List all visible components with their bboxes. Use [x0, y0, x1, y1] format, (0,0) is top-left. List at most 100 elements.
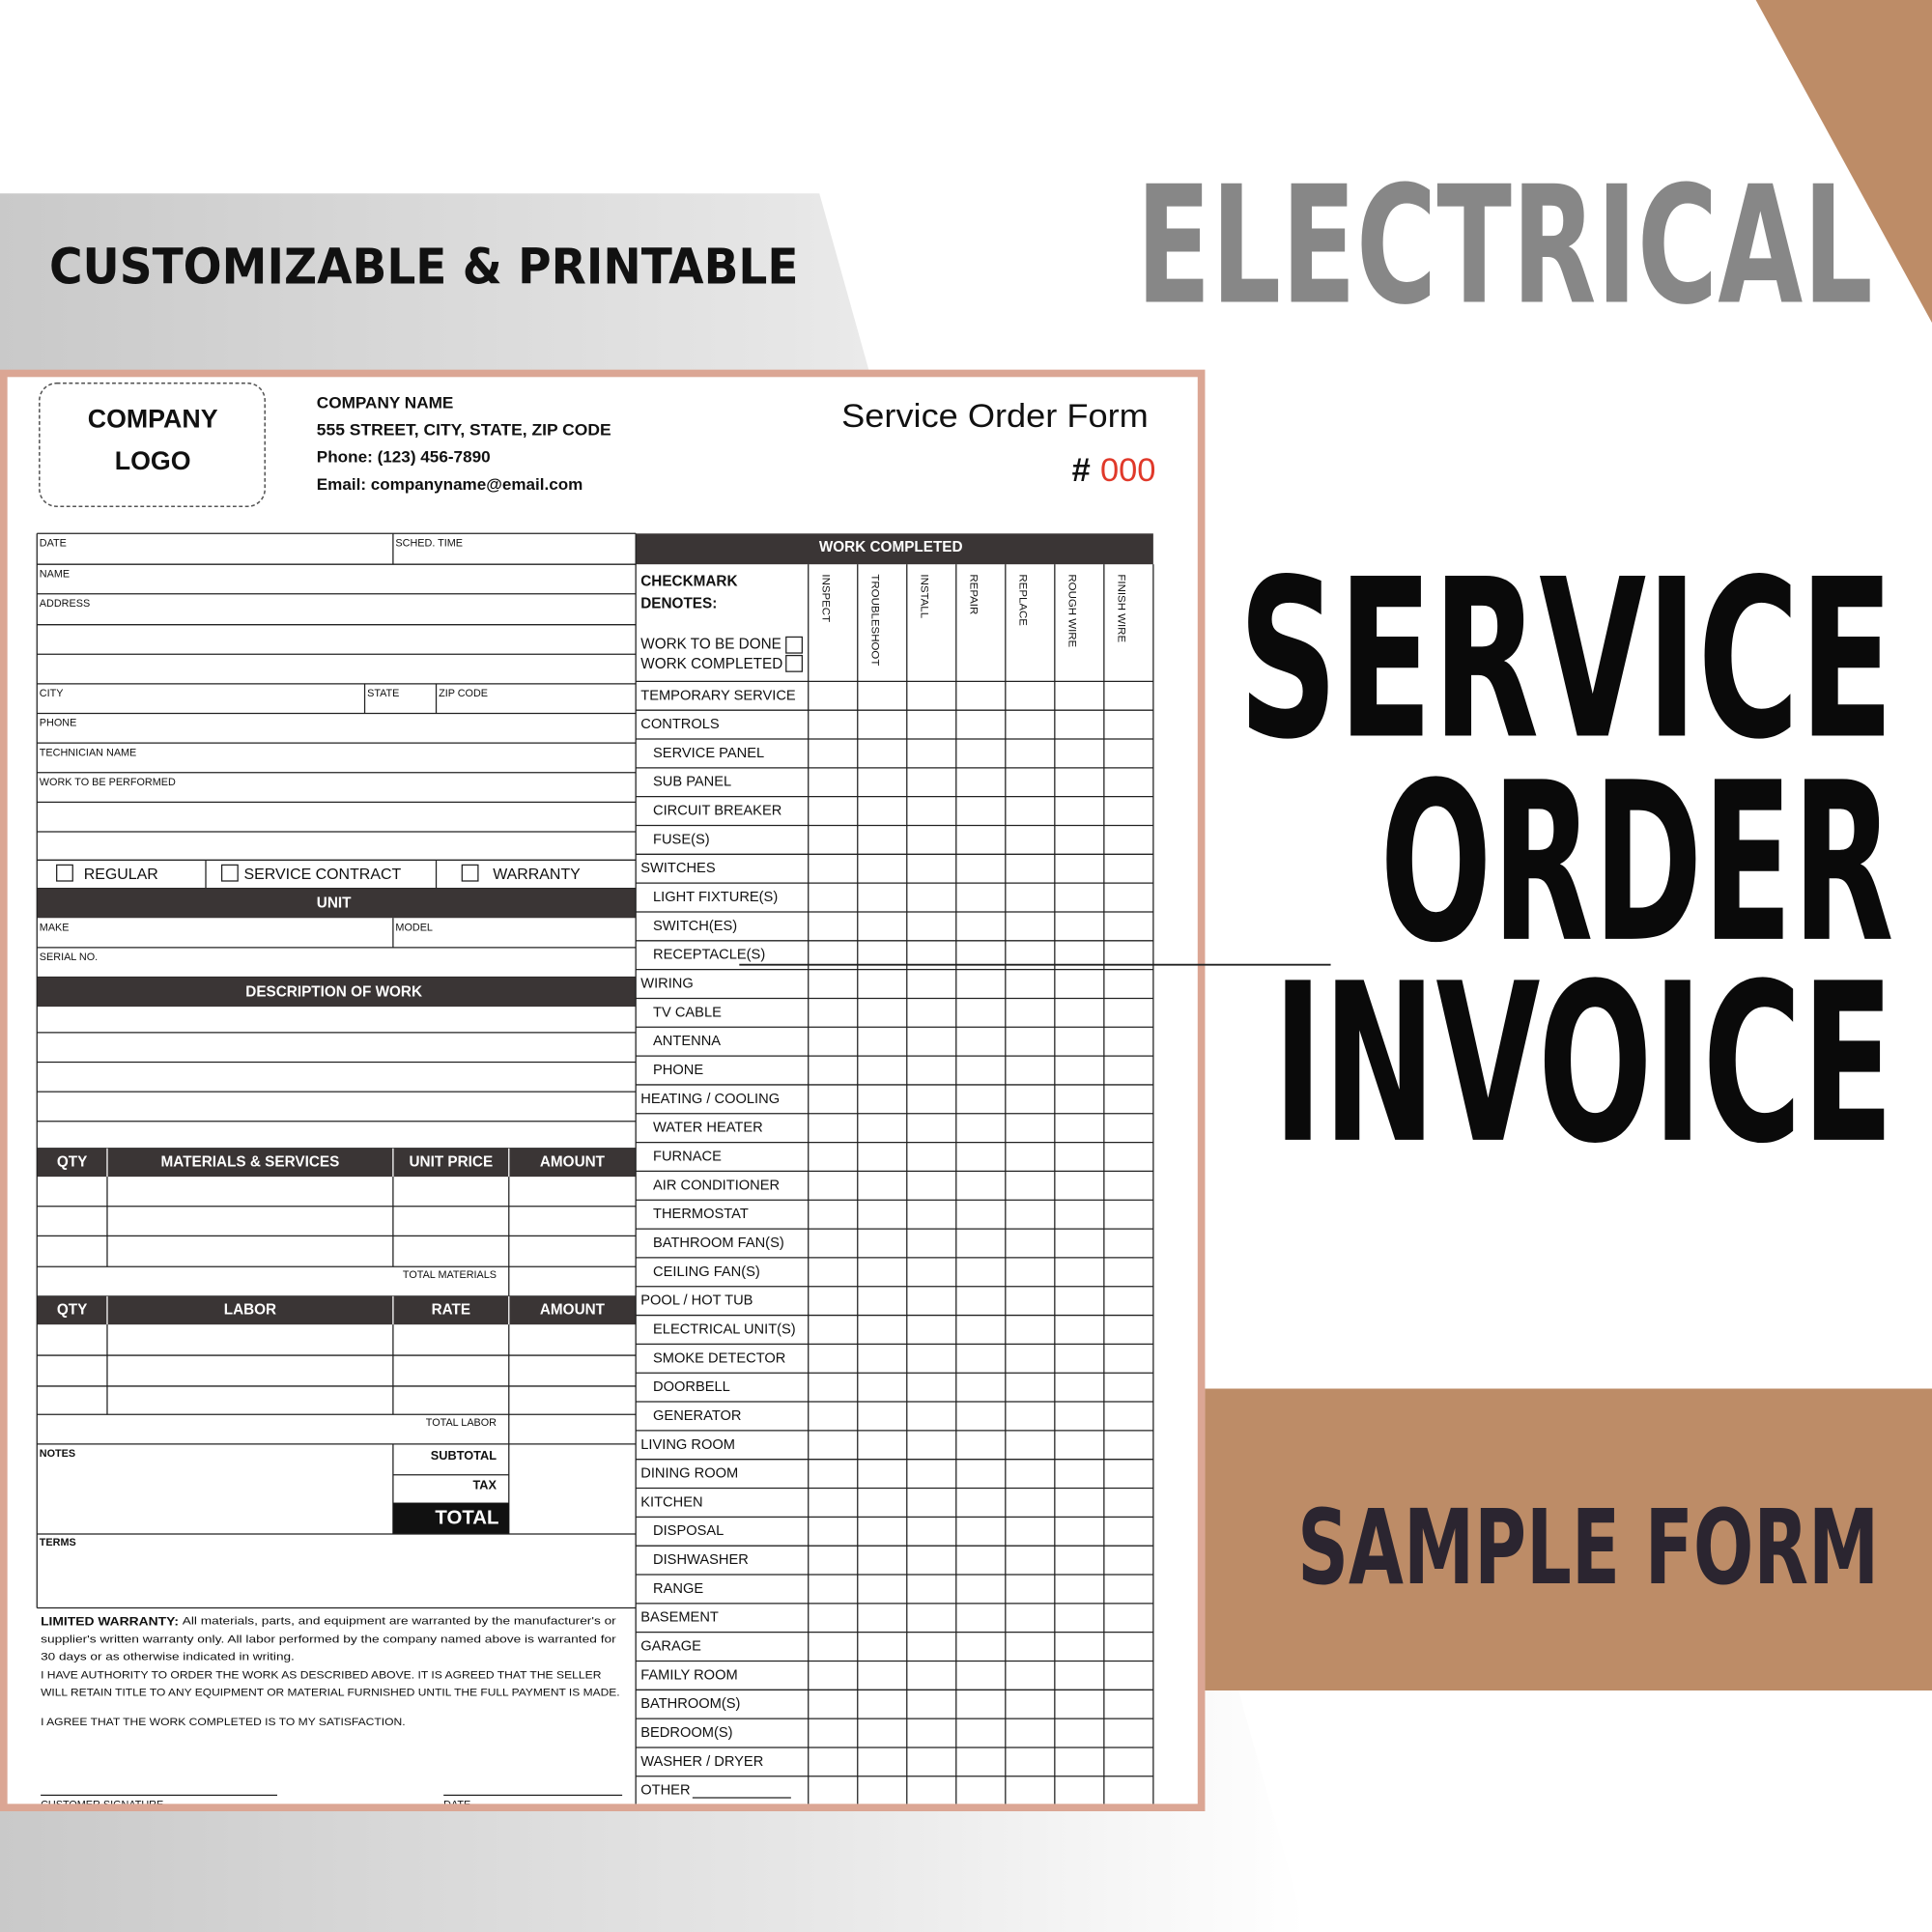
label: MATERIALS & SERVICES [161, 1153, 340, 1170]
label: WARRANTY [493, 867, 581, 883]
column-label: INSPECT [820, 574, 832, 622]
checklist-item: DISPOSAL [653, 1523, 724, 1539]
headline: ORDER [1380, 735, 1894, 991]
label: PHONE [40, 718, 77, 729]
label: TOTAL MATERIALS [403, 1269, 497, 1281]
checklist-item: BASEMENT [640, 1610, 719, 1626]
checklist-item: FUSE(S) [653, 832, 710, 847]
section-header [37, 1148, 637, 1178]
label: supplier's written warranty only. All la… [41, 1634, 616, 1646]
badge-box [1205, 1388, 1932, 1690]
label: COMPANY NAME [317, 394, 454, 412]
checklist-item: TEMPORARY SERVICE [640, 688, 796, 703]
label: AMOUNT [540, 1153, 606, 1170]
form: COMPANY LOGO COMPANY NAME 555 STREET, CITY,… [36, 382, 1155, 1811]
checklist-item: SMOKE DETECTOR [653, 1350, 785, 1366]
label: ADDRESS [40, 598, 90, 610]
label: SERIAL NO. [40, 952, 98, 963]
checklist-item: GARAGE [640, 1639, 701, 1655]
checklist-item: WATER HEATER [653, 1121, 763, 1136]
checklist-item: BATHROOM(S) [640, 1696, 740, 1712]
label: Email: companyname@email.com [317, 475, 583, 494]
label: REGULAR [84, 867, 158, 883]
label: RATE [432, 1301, 471, 1318]
label: NAME [40, 568, 70, 580]
logo-text: LOGO [115, 446, 191, 475]
label: DENOTES: [640, 596, 717, 612]
label: Phone: (123) 456-7890 [317, 448, 491, 467]
label: AMOUNT [540, 1301, 606, 1318]
checklist-item: DISHWASHER [653, 1552, 749, 1568]
column-label: TROUBLESHOOT [869, 574, 881, 666]
label: ZIP CODE [439, 688, 488, 699]
label: SERVICE CONTRACT [244, 867, 402, 883]
checklist-item: HEATING / COOLING [640, 1092, 780, 1107]
label: 30 days or as otherwise indicated in wri… [41, 1652, 295, 1663]
label: LABOR [224, 1301, 276, 1318]
label: WORK COMPLETED [640, 656, 782, 672]
label: SUBTOTAL [431, 1448, 497, 1463]
label: TERMS [40, 1537, 76, 1548]
label: DATE [443, 1800, 470, 1811]
checklist-item: RANGE [653, 1581, 703, 1597]
checklist-item: RECEPTACLE(S) [653, 948, 765, 963]
checklist-item: SUB PANEL [653, 775, 731, 790]
section-header [37, 977, 637, 1008]
label: TECHNICIAN NAME [40, 747, 136, 758]
checklist-item: AIR CONDITIONER [653, 1178, 780, 1193]
badge-text: SAMPLE FORM [1297, 1489, 1879, 1608]
checklist-item: BEDROOM(S) [640, 1725, 732, 1741]
checkbox [461, 864, 479, 882]
label: I AGREE THAT THE WORK COMPLETED IS TO MY… [41, 1717, 406, 1728]
corner-accent [1755, 0, 1932, 324]
checklist-item: KITCHEN [640, 1494, 702, 1510]
label: WORK TO BE PERFORMED [40, 777, 176, 788]
checklist-item: WIRING [640, 977, 694, 992]
section-header [37, 888, 637, 919]
label: 555 STREET, CITY, STATE, ZIP CODE [317, 421, 611, 440]
label: WILL RETAIN TITLE TO ANY EQUIPMENT OR MA… [41, 1688, 619, 1699]
checklist-item: OTHER [640, 1783, 690, 1799]
checklist-item: CONTROLS [640, 717, 720, 732]
checklist-item: LIVING ROOM [640, 1437, 735, 1453]
section-header [636, 533, 1153, 565]
checkbox [785, 654, 803, 672]
label: WORK TO BE DONE [640, 637, 781, 653]
label: DESCRIPTION OF WORK [245, 983, 422, 1000]
checklist-item: WASHER / DRYER [640, 1754, 763, 1770]
checklist-item: DINING ROOM [640, 1466, 738, 1482]
checklist-item: CIRCUIT BREAKER [653, 804, 781, 819]
checklist-item: POOL / HOT TUB [640, 1293, 753, 1309]
paper [0, 369, 1206, 1811]
label: MODEL [395, 922, 433, 933]
checklist-item: ELECTRICAL UNIT(S) [653, 1321, 796, 1337]
label: LIMITED WARRANTY: [41, 1615, 179, 1629]
column-label: INSTALL [919, 574, 930, 618]
checklist-item: FURNACE [653, 1150, 722, 1165]
column-label: REPLACE [1017, 574, 1029, 626]
checklist-item: SWITCH(ES) [653, 919, 737, 934]
checklist-item: ANTENNA [653, 1034, 721, 1049]
headline: INVOICE [1273, 936, 1894, 1192]
label: DATE [40, 538, 67, 550]
checklist-item: THERMOSTAT [653, 1207, 749, 1222]
category: ELECTRICAL [1136, 152, 1873, 341]
tagline: CUSTOMIZABLE & PRINTABLE [49, 239, 799, 296]
column-label: FINISH WIRE [1116, 574, 1127, 642]
label: UNIT PRICE [409, 1153, 493, 1170]
label: I HAVE AUTHORITY TO ORDER THE WORK AS DE… [41, 1670, 601, 1682]
label: TAX [472, 1477, 497, 1492]
label: SCHED. TIME [395, 538, 463, 550]
label: TOTAL [435, 1507, 498, 1528]
label: All materials, parts, and equipment are … [183, 1616, 616, 1628]
number-prefix: # [1072, 452, 1091, 489]
section-header [37, 1295, 637, 1325]
column-label: ROUGH WIRE [1066, 574, 1078, 647]
logo-text: COMPANY [88, 405, 218, 434]
checklist-item: PHONE [653, 1063, 703, 1078]
form-title: Service Order Form [841, 398, 1149, 435]
checkbox [785, 636, 803, 654]
label: CHECKMARK [640, 574, 737, 590]
